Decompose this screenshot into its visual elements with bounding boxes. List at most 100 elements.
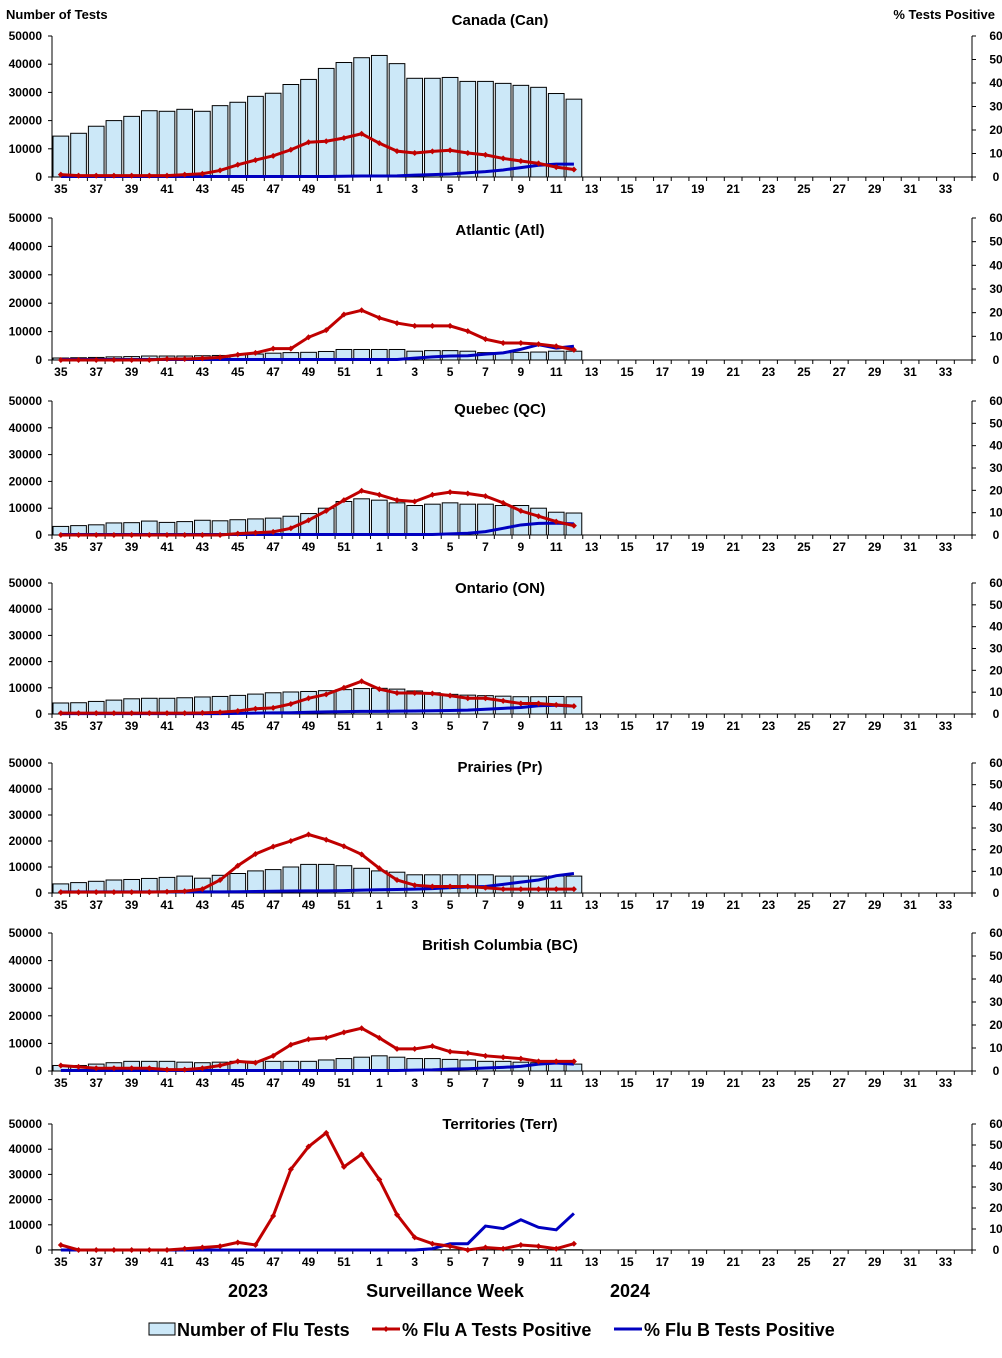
x-tick-label: 9 bbox=[518, 1255, 525, 1269]
x-tick-label: 35 bbox=[54, 719, 68, 733]
tests-bar bbox=[442, 503, 458, 535]
x-tick-label: 17 bbox=[656, 540, 670, 554]
x-tick-label: 33 bbox=[939, 1076, 953, 1090]
x-tick-label: 35 bbox=[54, 1255, 68, 1269]
tests-bar bbox=[336, 866, 352, 893]
x-tick-label: 31 bbox=[903, 898, 917, 912]
tests-bar bbox=[159, 111, 175, 177]
x-tick-label: 15 bbox=[620, 1255, 634, 1269]
x-tick-label: 5 bbox=[447, 365, 454, 379]
x-tick-label: 19 bbox=[691, 898, 705, 912]
x-tick-label: 19 bbox=[691, 540, 705, 554]
x-tick-label: 49 bbox=[302, 1255, 316, 1269]
x-tick-label: 47 bbox=[266, 182, 280, 196]
x-tick-label: 49 bbox=[302, 719, 316, 733]
x-tick-label: 35 bbox=[54, 898, 68, 912]
left-tick-label: 40000 bbox=[9, 602, 43, 616]
flu-a-point bbox=[412, 1046, 418, 1052]
panel-title: Canada (Can) bbox=[452, 12, 549, 29]
x-tick-label: 25 bbox=[797, 1255, 811, 1269]
x-tick-label: 25 bbox=[797, 182, 811, 196]
x-tick-label: 3 bbox=[411, 540, 418, 554]
x-tick-label: 51 bbox=[337, 540, 351, 554]
right-tick-label: 0 bbox=[993, 1243, 1000, 1257]
x-tick-label: 29 bbox=[868, 182, 882, 196]
right-tick-label: 0 bbox=[993, 353, 1000, 367]
left-tick-label: 40000 bbox=[9, 954, 43, 968]
x-tick-label: 23 bbox=[762, 365, 776, 379]
x-tick-label: 29 bbox=[868, 719, 882, 733]
x-tick-label: 21 bbox=[726, 1076, 740, 1090]
x-tick-label: 27 bbox=[833, 898, 847, 912]
x-tick-label: 51 bbox=[337, 1076, 351, 1090]
panel-title: Territories (Terr) bbox=[442, 1116, 557, 1133]
x-tick-label: 11 bbox=[550, 1255, 563, 1269]
x-tick-label: 43 bbox=[196, 182, 210, 196]
x-tick-label: 15 bbox=[620, 1076, 634, 1090]
tests-bar bbox=[248, 871, 264, 893]
x-tick-label: 9 bbox=[518, 540, 525, 554]
flu-a-point bbox=[146, 1247, 152, 1253]
tests-bar bbox=[248, 96, 264, 177]
x-tick-label: 23 bbox=[762, 1255, 776, 1269]
right-tick-label: 40 bbox=[989, 620, 1002, 634]
tests-bar bbox=[389, 503, 405, 535]
x-tick-label: 3 bbox=[411, 1255, 418, 1269]
flu-a-point bbox=[465, 490, 471, 496]
x-tick-label: 41 bbox=[160, 1255, 174, 1269]
tests-bar bbox=[548, 351, 564, 360]
tests-bar bbox=[425, 504, 441, 535]
left-tick-label: 40000 bbox=[9, 1142, 43, 1156]
left-tick-label: 20000 bbox=[9, 1193, 43, 1207]
right-tick-label: 60 bbox=[989, 211, 1002, 225]
flu-a-point bbox=[429, 323, 435, 329]
tests-bar bbox=[531, 508, 547, 535]
x-tick-label: 5 bbox=[447, 719, 454, 733]
x-tick-label: 39 bbox=[125, 365, 139, 379]
left-tick-label: 10000 bbox=[9, 1036, 43, 1050]
x-tick-label: 43 bbox=[196, 719, 210, 733]
x-tick-label: 49 bbox=[302, 1076, 316, 1090]
x-tick-label: 7 bbox=[482, 182, 489, 196]
x-tick-label: 3 bbox=[411, 719, 418, 733]
x-tick-label: 25 bbox=[797, 1076, 811, 1090]
right-tick-label: 40 bbox=[989, 258, 1002, 272]
x-tick-label: 27 bbox=[833, 1255, 847, 1269]
x-tick-label: 41 bbox=[160, 1076, 174, 1090]
left-tick-label: 0 bbox=[35, 707, 42, 721]
x-tick-label: 37 bbox=[90, 1255, 104, 1269]
x-tick-label: 39 bbox=[125, 898, 139, 912]
tests-bar bbox=[531, 352, 547, 360]
right-tick-label: 0 bbox=[993, 707, 1000, 721]
x-tick-label: 23 bbox=[762, 719, 776, 733]
x-tick-label: 35 bbox=[54, 540, 68, 554]
x-tick-label: 23 bbox=[762, 182, 776, 196]
right-tick-label: 30 bbox=[989, 1180, 1002, 1194]
x-tick-label: 1 bbox=[376, 719, 383, 733]
right-tick-label: 60 bbox=[989, 29, 1002, 43]
x-tick-label: 49 bbox=[302, 365, 316, 379]
tests-bar bbox=[301, 864, 317, 893]
x-tick-label: 13 bbox=[585, 1076, 599, 1090]
right-tick-label: 40 bbox=[989, 1159, 1002, 1173]
x-tick-label: 43 bbox=[196, 540, 210, 554]
left-tick-label: 10000 bbox=[9, 1218, 43, 1232]
right-tick-label: 10 bbox=[989, 147, 1002, 161]
right-tick-label: 50 bbox=[989, 778, 1002, 792]
legend-label-tests: Number of Flu Tests bbox=[177, 1320, 350, 1340]
flu-b-line bbox=[61, 1213, 574, 1250]
x-tick-label: 51 bbox=[337, 1255, 351, 1269]
left-tick-label: 30000 bbox=[9, 268, 43, 282]
right-tick-label: 10 bbox=[989, 1222, 1002, 1236]
panel-5: British Columbia (BC)0100002000030000400… bbox=[9, 926, 1002, 1090]
x-tick-label: 19 bbox=[691, 182, 705, 196]
tests-bar bbox=[442, 77, 458, 177]
tests-bar bbox=[53, 136, 69, 177]
left-tick-label: 30000 bbox=[9, 628, 43, 642]
left-tick-label: 50000 bbox=[9, 576, 43, 590]
x-tick-label: 51 bbox=[337, 182, 351, 196]
x-tick-label: 35 bbox=[54, 1076, 68, 1090]
right-tick-label: 60 bbox=[989, 576, 1002, 590]
tests-bar bbox=[318, 68, 334, 177]
tests-bar bbox=[495, 83, 511, 177]
